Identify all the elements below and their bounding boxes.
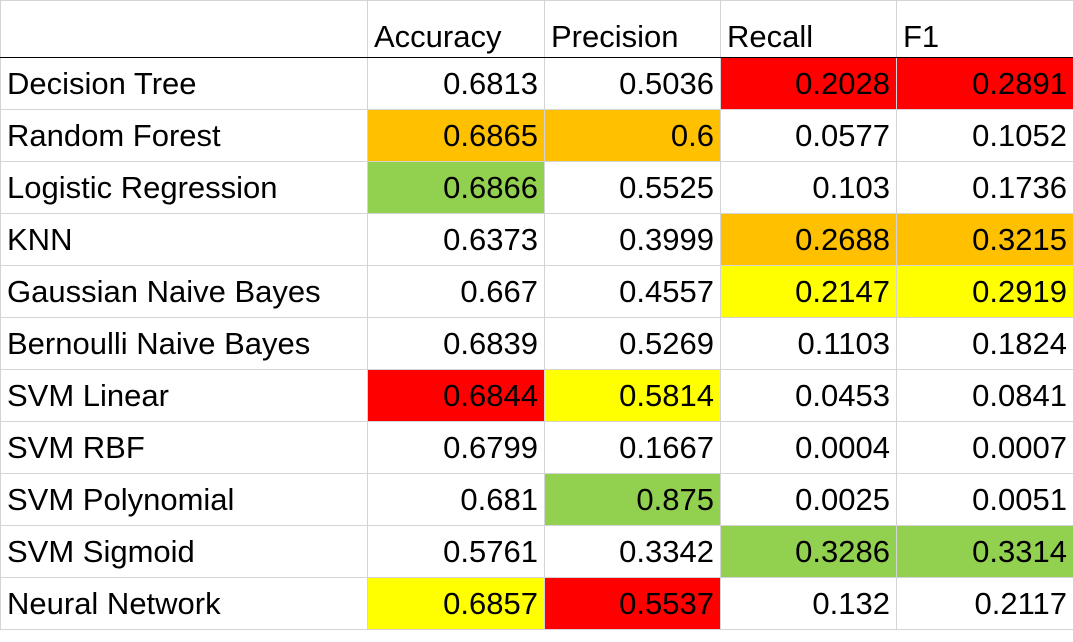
f1-value-cell[interactable]: 0.2919 [896,265,1073,318]
header-row: Accuracy Precision Recall F1 [0,0,1073,58]
precision-value-cell[interactable]: 0.5525 [544,161,721,214]
model-name-cell[interactable]: KNN [0,213,368,266]
accuracy-value-cell[interactable]: 0.6373 [367,213,545,266]
recall-value-cell[interactable]: 0.1103 [720,317,897,370]
accuracy-value-cell[interactable]: 0.6857 [367,577,545,630]
header-cell-recall[interactable]: Recall [720,0,897,58]
precision-value-cell[interactable]: 0.5814 [544,369,721,422]
recall-value-cell[interactable]: 0.2147 [720,265,897,318]
accuracy-value-cell[interactable]: 0.6866 [367,161,545,214]
precision-value-cell[interactable]: 0.6 [544,109,721,162]
precision-value-cell[interactable]: 0.5036 [544,57,721,110]
recall-value-cell[interactable]: 0.0453 [720,369,897,422]
model-name-cell[interactable]: Gaussian Naive Bayes [0,265,368,318]
precision-value-cell[interactable]: 0.1667 [544,421,721,474]
precision-value-cell[interactable]: 0.4557 [544,265,721,318]
table-row: Bernoulli Naive Bayes 0.6839 0.5269 0.1103 0… [0,317,1073,370]
accuracy-value-cell[interactable]: 0.6799 [367,421,545,474]
table-row: SVM RBF 0.6799 0.1667 0.0004 0.0007 [0,421,1073,474]
f1-value-cell[interactable]: 0.3314 [896,525,1073,578]
model-name-cell[interactable]: SVM Linear [0,369,368,422]
table-row: Neural Network 0.6857 0.5537 0.132 0.2117 [0,577,1073,630]
recall-value-cell[interactable]: 0.3286 [720,525,897,578]
f1-value-cell[interactable]: 0.1052 [896,109,1073,162]
model-name-cell[interactable]: Logistic Regression [0,161,368,214]
accuracy-value-cell[interactable]: 0.5761 [367,525,545,578]
model-name-cell[interactable]: Neural Network [0,577,368,630]
precision-value-cell[interactable]: 0.875 [544,473,721,526]
precision-value-cell[interactable]: 0.5269 [544,317,721,370]
recall-value-cell[interactable]: 0.2688 [720,213,897,266]
table-body: Decision Tree 0.6813 0.5036 0.2028 0.2891 Ran… [0,57,1073,630]
accuracy-value-cell[interactable]: 0.6839 [367,317,545,370]
accuracy-value-cell[interactable]: 0.6865 [367,109,545,162]
accuracy-value-cell[interactable]: 0.667 [367,265,545,318]
f1-value-cell[interactable]: 0.0841 [896,369,1073,422]
recall-value-cell[interactable]: 0.0004 [720,421,897,474]
model-name-cell[interactable]: Bernoulli Naive Bayes [0,317,368,370]
f1-value-cell[interactable]: 0.0007 [896,421,1073,474]
recall-value-cell[interactable]: 0.2028 [720,57,897,110]
precision-value-cell[interactable]: 0.3342 [544,525,721,578]
accuracy-value-cell[interactable]: 0.6813 [367,57,545,110]
recall-value-cell[interactable]: 0.0025 [720,473,897,526]
header-cell-accuracy[interactable]: Accuracy [367,0,545,58]
table-row: Gaussian Naive Bayes 0.667 0.4557 0.2147 0.2… [0,265,1073,318]
f1-value-cell[interactable]: 0.0051 [896,473,1073,526]
table-row: Decision Tree 0.6813 0.5036 0.2028 0.2891 [0,57,1073,110]
recall-value-cell[interactable]: 0.0577 [720,109,897,162]
f1-value-cell[interactable]: 0.3215 [896,213,1073,266]
accuracy-value-cell[interactable]: 0.6844 [367,369,545,422]
header-cell-f1[interactable]: F1 [896,0,1073,58]
table-row: Logistic Regression 0.6866 0.5525 0.103 0.17… [0,161,1073,214]
table-row: Random Forest 0.6865 0.6 0.0577 0.1052 [0,109,1073,162]
f1-value-cell[interactable]: 0.1736 [896,161,1073,214]
recall-value-cell[interactable]: 0.132 [720,577,897,630]
table-row: SVM Linear 0.6844 0.5814 0.0453 0.0841 [0,369,1073,422]
header-cell-precision[interactable]: Precision [544,0,721,58]
model-name-cell[interactable]: SVM Sigmoid [0,525,368,578]
model-name-cell[interactable]: Decision Tree [0,57,368,110]
table-row: SVM Polynomial 0.681 0.875 0.0025 0.0051 [0,473,1073,526]
model-name-cell[interactable]: SVM Polynomial [0,473,368,526]
f1-value-cell[interactable]: 0.1824 [896,317,1073,370]
model-name-cell[interactable]: Random Forest [0,109,368,162]
precision-value-cell[interactable]: 0.5537 [544,577,721,630]
table-row: KNN 0.6373 0.3999 0.2688 0.3215 [0,213,1073,266]
f1-value-cell[interactable]: 0.2117 [896,577,1073,630]
model-name-cell[interactable]: SVM RBF [0,421,368,474]
table-row: SVM Sigmoid 0.5761 0.3342 0.3286 0.3314 [0,525,1073,578]
header-cell-corner[interactable] [0,0,368,58]
accuracy-value-cell[interactable]: 0.681 [367,473,545,526]
recall-value-cell[interactable]: 0.103 [720,161,897,214]
precision-value-cell[interactable]: 0.3999 [544,213,721,266]
f1-value-cell[interactable]: 0.2891 [896,57,1073,110]
